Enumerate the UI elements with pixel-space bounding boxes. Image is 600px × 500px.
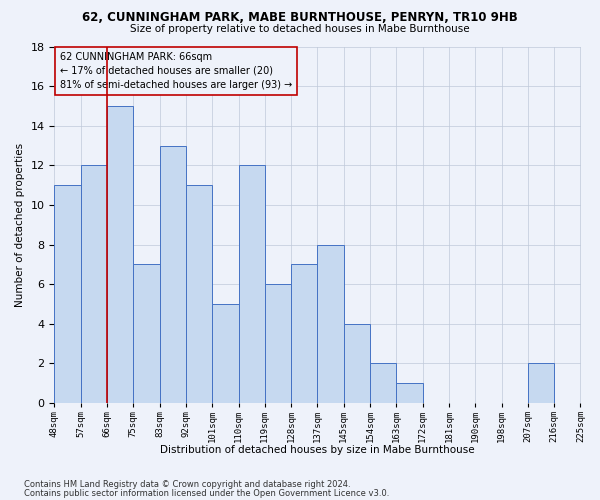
Text: Contains HM Land Registry data © Crown copyright and database right 2024.: Contains HM Land Registry data © Crown c…	[24, 480, 350, 489]
Bar	[160, 146, 186, 403]
Text: Size of property relative to detached houses in Mabe Burnthouse: Size of property relative to detached ho…	[130, 24, 470, 34]
Bar	[55, 185, 81, 403]
Bar	[317, 244, 344, 403]
Text: 62 CUNNINGHAM PARK: 66sqm
← 17% of detached houses are smaller (20)
81% of semi-: 62 CUNNINGHAM PARK: 66sqm ← 17% of detac…	[59, 52, 292, 90]
Y-axis label: Number of detached properties: Number of detached properties	[15, 142, 25, 307]
Bar	[212, 304, 239, 403]
Text: Contains public sector information licensed under the Open Government Licence v3: Contains public sector information licen…	[24, 488, 389, 498]
X-axis label: Distribution of detached houses by size in Mabe Burnthouse: Distribution of detached houses by size …	[160, 445, 475, 455]
Bar	[239, 166, 265, 403]
Bar	[397, 383, 422, 403]
Bar	[370, 364, 397, 403]
Bar	[291, 264, 317, 403]
Bar	[133, 264, 160, 403]
Bar	[265, 284, 291, 403]
Bar	[186, 185, 212, 403]
Bar	[528, 364, 554, 403]
Bar	[107, 106, 133, 403]
Text: 62, CUNNINGHAM PARK, MABE BURNTHOUSE, PENRYN, TR10 9HB: 62, CUNNINGHAM PARK, MABE BURNTHOUSE, PE…	[82, 11, 518, 24]
Bar	[344, 324, 370, 403]
Bar	[81, 166, 107, 403]
